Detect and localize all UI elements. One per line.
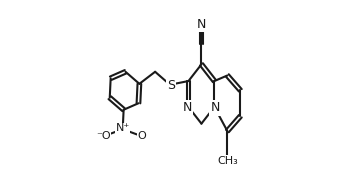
Text: N: N — [211, 101, 220, 114]
Text: N⁺: N⁺ — [115, 123, 130, 133]
Text: ⁻O: ⁻O — [96, 131, 111, 141]
Text: O: O — [138, 131, 146, 141]
Text: CH₃: CH₃ — [217, 156, 238, 166]
Text: S: S — [167, 79, 175, 92]
Text: N: N — [183, 101, 192, 114]
Text: N: N — [197, 18, 206, 31]
